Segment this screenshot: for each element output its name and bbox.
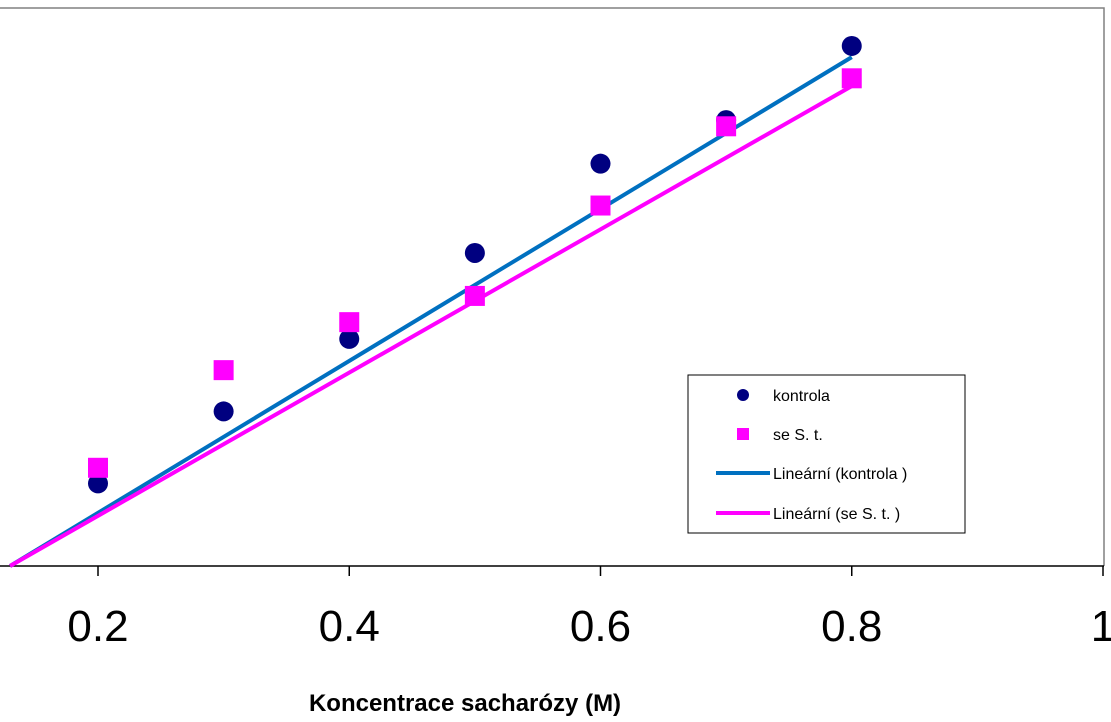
- legend-label-1: se S. t.: [773, 427, 823, 444]
- legend-label-3: Lineární (se S. t. ): [773, 506, 900, 523]
- point-kontrola: [841, 35, 862, 56]
- point-kontrola: [339, 328, 360, 349]
- x-tick-label: 0.6: [570, 602, 631, 651]
- point-se-st: [213, 360, 234, 381]
- point-kontrola: [88, 473, 108, 494]
- point-se-st: [339, 312, 360, 333]
- legend-label-2: Lineární (kontrola ): [773, 466, 907, 483]
- legend-label-0: kontrola: [773, 388, 830, 405]
- x-axis-title: Koncentrace sacharózy (M): [309, 690, 621, 717]
- trendline-3: [9, 84, 853, 568]
- point-se-st: [88, 457, 108, 478]
- point-se-st: [716, 116, 737, 137]
- x-tick-label: 0.4: [319, 602, 380, 651]
- legend: kontrola se S. t. Lineární (kontrola ) Line…: [687, 374, 966, 534]
- x-tick-label: 0.8: [821, 602, 882, 651]
- point-kontrola: [590, 153, 611, 174]
- x-tick-label: 0.2: [67, 602, 128, 651]
- point-se-st: [590, 195, 611, 216]
- trendline-2: [9, 55, 853, 568]
- legend-marker-se-st: [737, 428, 749, 440]
- point-kontrola: [464, 242, 485, 263]
- legend-marker-kontrola: [737, 389, 749, 401]
- point-se-st: [841, 68, 862, 89]
- data-points: [88, 35, 862, 494]
- x-ticks: 0.2 0.4 0.6 0.8 1: [67, 566, 1111, 651]
- plot-area-border: [0, 7, 1105, 566]
- legend-box: [687, 374, 966, 534]
- point-se-st: [464, 285, 485, 306]
- point-kontrola: [213, 401, 234, 422]
- x-tick-label: 1: [1091, 602, 1111, 651]
- trendlines: [9, 55, 853, 568]
